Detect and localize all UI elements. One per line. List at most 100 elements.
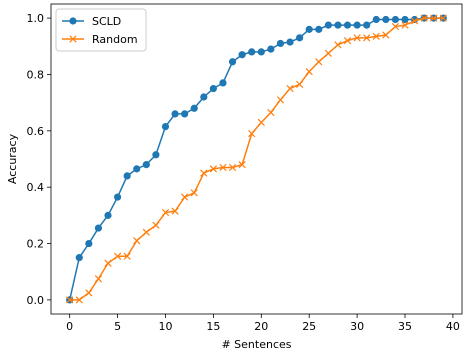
scld-point <box>257 48 265 56</box>
random-point <box>391 22 400 31</box>
y-tick-label: 1.0 <box>27 12 45 25</box>
random-point <box>104 259 112 267</box>
scld-point <box>391 15 400 24</box>
random-point <box>161 208 170 217</box>
x-tick-label: 0 <box>66 320 73 333</box>
legend-random-marker <box>69 35 77 43</box>
random-point <box>363 34 371 42</box>
scld-point <box>372 15 380 24</box>
scld-point <box>181 110 189 118</box>
random-point <box>190 189 198 197</box>
random-point <box>343 37 352 45</box>
random-point <box>238 161 246 169</box>
legend-scld-marker <box>69 17 77 25</box>
y-axis-label: Accuracy <box>6 133 19 184</box>
y-tick-label: 0.2 <box>27 238 45 251</box>
random-point <box>133 237 141 245</box>
x-tick-label: 10 <box>158 320 172 333</box>
scld-point <box>94 224 103 232</box>
random-point <box>181 193 189 201</box>
random-point <box>75 296 83 304</box>
y-tick-label: 0.8 <box>27 68 45 81</box>
scld-point <box>401 15 409 24</box>
scld-point <box>142 161 150 169</box>
scld-point <box>113 193 122 201</box>
random-point <box>410 17 419 25</box>
random-point <box>248 130 256 138</box>
scld-point <box>248 48 256 56</box>
random-point <box>200 169 208 177</box>
scld-point <box>353 21 361 29</box>
x-tick-label: 25 <box>302 320 316 333</box>
random-series-line <box>69 17 444 301</box>
random-point <box>66 296 74 304</box>
random-point <box>305 68 313 76</box>
scld-point <box>296 34 304 42</box>
plot-marks <box>66 14 447 304</box>
random-point <box>85 289 93 297</box>
scld-point <box>123 172 131 180</box>
random-point <box>439 14 447 22</box>
scld-point <box>267 45 275 53</box>
axes-ticks: 0 5 10 15 20 25 30 35 40 0.0 0.2 0.4 0.6 0.8 1.0 <box>27 12 460 333</box>
x-tick-label: 20 <box>254 320 268 333</box>
random-point <box>324 49 332 57</box>
random-point <box>315 58 323 66</box>
scld-point <box>133 165 141 173</box>
legend-box <box>55 8 147 52</box>
random-point <box>113 252 122 260</box>
scld-point <box>219 79 227 87</box>
x-axis-label: # Sentences <box>221 338 291 351</box>
y-tick-label: 0.6 <box>27 125 45 138</box>
scld-point <box>200 93 208 101</box>
x-tick-label: 40 <box>446 320 460 333</box>
random-point <box>152 221 160 229</box>
random-point <box>420 14 428 22</box>
scld-point <box>343 21 352 29</box>
random-point <box>334 41 342 49</box>
x-tick-label: 30 <box>350 320 364 333</box>
scld-point <box>161 122 170 131</box>
random-point <box>219 163 227 172</box>
scld-point <box>286 38 294 46</box>
random-point <box>276 96 285 104</box>
scld-point <box>104 211 112 219</box>
random-point <box>286 84 294 93</box>
scld-point <box>238 51 246 59</box>
scld-point <box>228 58 237 66</box>
random-point <box>228 163 237 172</box>
x-tick-label: 15 <box>206 320 220 333</box>
random-point <box>171 207 179 215</box>
scld-series-line <box>68 17 444 301</box>
x-tick-label: 35 <box>398 320 412 333</box>
scld-point <box>85 239 93 248</box>
random-point <box>295 80 304 88</box>
scld-point <box>315 25 323 33</box>
y-tick-label: 0.0 <box>27 294 45 307</box>
random-point <box>401 21 409 29</box>
scld-point <box>382 15 390 24</box>
random-point <box>382 31 390 39</box>
random-point <box>257 118 265 126</box>
random-point <box>267 108 275 117</box>
scld-point <box>190 104 198 112</box>
scld-point <box>324 21 332 29</box>
scld-point <box>363 21 371 29</box>
random-point <box>123 252 131 260</box>
scld-point <box>334 21 342 29</box>
legend-random-label: Random <box>92 33 138 46</box>
random-point <box>372 32 380 41</box>
random-point <box>430 14 438 22</box>
legend-scld-label: SCLD <box>92 15 121 28</box>
random-point <box>94 275 103 283</box>
scld-point <box>171 110 179 118</box>
axes-frame <box>50 3 463 315</box>
scld-point <box>152 151 160 159</box>
y-tick-label: 0.4 <box>27 181 45 194</box>
random-point <box>209 165 218 173</box>
x-tick-label: 5 <box>114 320 121 333</box>
scld-point <box>209 84 217 93</box>
random-point <box>142 228 150 236</box>
legend: SCLD Random <box>55 8 147 52</box>
